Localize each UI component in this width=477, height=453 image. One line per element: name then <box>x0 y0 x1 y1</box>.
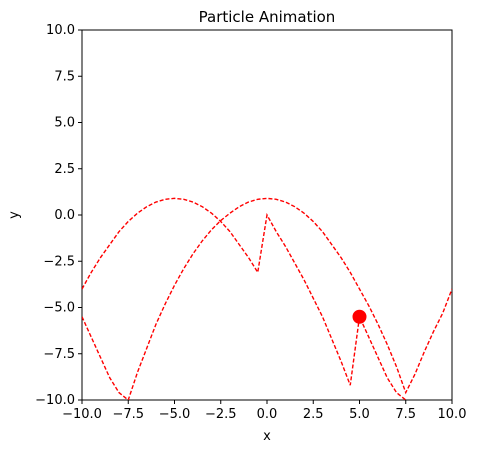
x-tick-label: −5.0 <box>159 407 191 422</box>
x-tick-label: 7.5 <box>395 407 416 422</box>
y-tick-label: 2.5 <box>54 162 75 177</box>
x-tick-label: 0.0 <box>257 407 278 422</box>
x-tick-label: −2.5 <box>205 407 237 422</box>
y-tick-label: 0.0 <box>54 208 75 223</box>
x-axis-label: x <box>263 429 271 444</box>
x-tick-label: 5.0 <box>349 407 370 422</box>
y-axis-label: y <box>7 211 22 219</box>
y-tick-label: −2.5 <box>43 254 75 269</box>
trajectory-line-2 <box>82 197 452 400</box>
y-tick-label: 10.0 <box>46 23 75 38</box>
particle-marker <box>352 309 367 324</box>
y-tick-label: 5.0 <box>54 116 75 131</box>
x-tick-label: 10.0 <box>438 407 467 422</box>
y-tick-label: 7.5 <box>54 69 75 84</box>
x-tick-label: 2.5 <box>303 407 324 422</box>
y-tick-label: −5.0 <box>43 301 75 316</box>
chart-title: Particle Animation <box>199 8 336 26</box>
trajectory-line-1 <box>82 197 407 400</box>
y-tick-label: −10.0 <box>35 393 75 408</box>
y-tick-label: −7.5 <box>43 347 75 362</box>
x-tick-label: −10.0 <box>62 407 102 422</box>
x-tick-label: −7.5 <box>112 407 144 422</box>
